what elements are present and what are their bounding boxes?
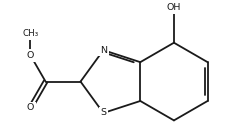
Text: OH: OH (167, 3, 181, 12)
Text: CH₃: CH₃ (22, 29, 39, 38)
Text: N: N (100, 46, 107, 55)
Text: S: S (100, 109, 106, 118)
Text: O: O (27, 51, 34, 60)
Text: O: O (27, 103, 34, 112)
